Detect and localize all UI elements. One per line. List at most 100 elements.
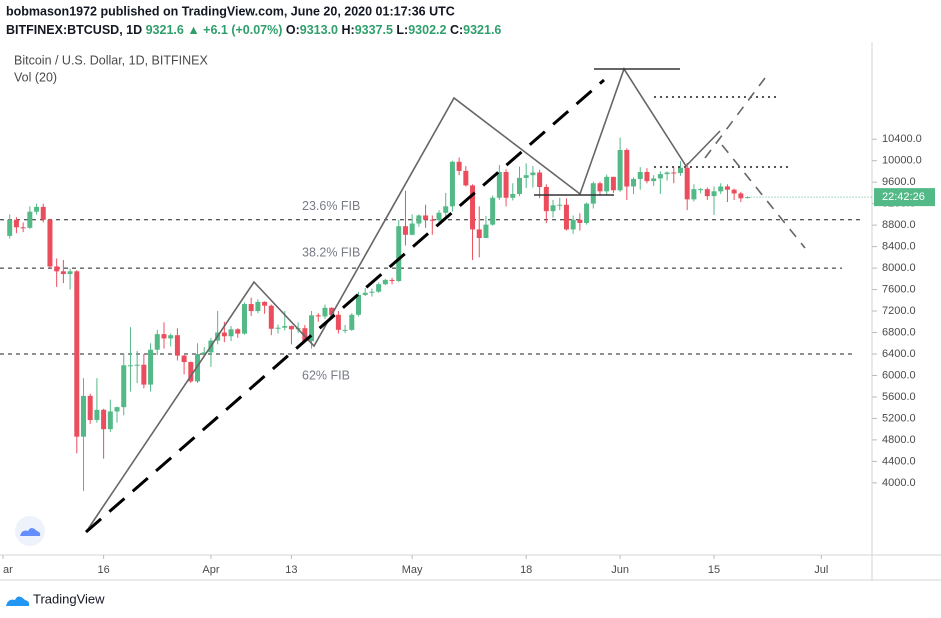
candle-body — [483, 224, 489, 239]
candle-body — [416, 215, 422, 224]
candle-body — [302, 328, 308, 342]
candle-body — [241, 304, 247, 334]
fib-level-label: 38.2% FIB — [302, 245, 360, 259]
candle-body — [54, 266, 60, 272]
candle-body — [275, 327, 281, 329]
candle-body — [429, 219, 435, 221]
candle-body — [396, 226, 402, 281]
low-label: L: — [396, 23, 408, 37]
y-tick-label: 6800.0 — [882, 326, 916, 338]
y-tick-label: 10000.0 — [882, 155, 922, 167]
candle-body — [255, 301, 261, 312]
candle-body — [631, 178, 637, 187]
fib-level-label: 62% FIB — [302, 368, 350, 382]
candle-body — [463, 170, 469, 186]
candle-body — [195, 353, 201, 382]
candle-body — [476, 229, 482, 239]
drawings — [85, 67, 806, 534]
quote-line: BITFINEX:BTCUSD, 1D 9321.6 ▲ +6.1 (+0.07… — [6, 23, 501, 37]
candle-body — [315, 315, 321, 317]
candle-body — [443, 206, 449, 213]
candle-body — [309, 315, 315, 342]
candle-body — [134, 364, 140, 366]
candle-body — [402, 226, 408, 235]
candle-body — [174, 335, 180, 356]
candle-body — [711, 191, 717, 197]
candle-body — [369, 291, 375, 293]
candle-body — [563, 204, 569, 230]
x-tick-label: Jul — [814, 564, 828, 576]
candle-body — [610, 176, 616, 191]
candle-body — [87, 395, 93, 421]
y-tick-label: 7600.0 — [882, 283, 916, 295]
candle-body — [503, 171, 509, 198]
candle-body — [20, 227, 26, 229]
y-tick-label: 7200.0 — [882, 305, 916, 317]
candle-body — [94, 409, 100, 421]
published-line: bobmason1972 published on TradingView.co… — [6, 4, 455, 18]
candle-body — [67, 271, 73, 274]
x-tick-label: ar — [3, 564, 13, 576]
candle-body — [644, 171, 650, 182]
y-tick-label: 4000.0 — [882, 477, 916, 489]
candle-body — [80, 395, 86, 437]
y-tick-label: 8800.0 — [882, 219, 916, 231]
candle-body — [651, 178, 657, 182]
candle-body — [698, 189, 704, 191]
candle-body — [262, 301, 268, 306]
candle-body — [691, 189, 697, 200]
candle-body — [731, 189, 737, 194]
candle-body — [349, 314, 355, 330]
candle-body — [389, 279, 395, 281]
dashed-up — [704, 77, 766, 159]
x-tick-label: 16 — [97, 564, 109, 576]
chart-title: Bitcoin / U.S. Dollar, 1D, BITFINEX — [14, 53, 208, 67]
candle-body — [523, 175, 529, 178]
candle-body — [550, 205, 556, 212]
fib-level-label: 23.6% FIB — [302, 199, 360, 213]
candle-body — [161, 334, 167, 339]
y-tick-label: 6000.0 — [882, 369, 916, 381]
candle-body — [684, 167, 690, 200]
candle-body — [342, 329, 348, 331]
candle-body — [288, 326, 294, 330]
candle-body — [201, 352, 207, 354]
price-tag — [874, 188, 935, 207]
plot-area: 23.6% FIB 38.2% FIB 62% FIB — [0, 137, 862, 491]
candle-body — [268, 305, 274, 329]
candle-body — [409, 223, 415, 235]
y-tick-label: 10400.0 — [882, 133, 922, 145]
close-label: C: — [450, 23, 463, 37]
candle-body — [584, 203, 590, 223]
x-tick-label: 15 — [708, 564, 720, 576]
trend-line — [85, 78, 605, 534]
x-tick-label: 13 — [285, 564, 297, 576]
candle-body — [13, 219, 19, 228]
x-tick-label: Jun — [611, 564, 629, 576]
candle-body — [228, 329, 234, 337]
candle-body — [470, 185, 476, 230]
candle-body — [27, 211, 33, 228]
symbol: BITFINEX:BTCUSD, 1D — [6, 23, 142, 37]
price-change: ▲ +6.1 (+0.07%) — [187, 23, 282, 37]
candle-body — [597, 183, 603, 192]
candle-body — [604, 176, 610, 192]
y-tick-label: 6400.0 — [882, 348, 916, 360]
candle-body — [637, 171, 643, 179]
candle-body — [510, 193, 516, 198]
candle-body — [590, 183, 596, 204]
x-tick-label: Apr — [202, 564, 219, 576]
candle-body — [121, 365, 127, 408]
candle-body — [107, 411, 113, 430]
candle-body — [235, 329, 241, 334]
candle-body — [677, 167, 683, 174]
candle-body — [221, 332, 227, 337]
candle-body — [718, 186, 724, 192]
open-label: O: — [286, 23, 300, 37]
candle-body — [154, 334, 160, 350]
last-price: 9321.6 — [146, 23, 184, 37]
candle-body — [577, 219, 583, 223]
y-tick-label: 5600.0 — [882, 391, 916, 403]
x-tick-label: May — [402, 564, 423, 576]
